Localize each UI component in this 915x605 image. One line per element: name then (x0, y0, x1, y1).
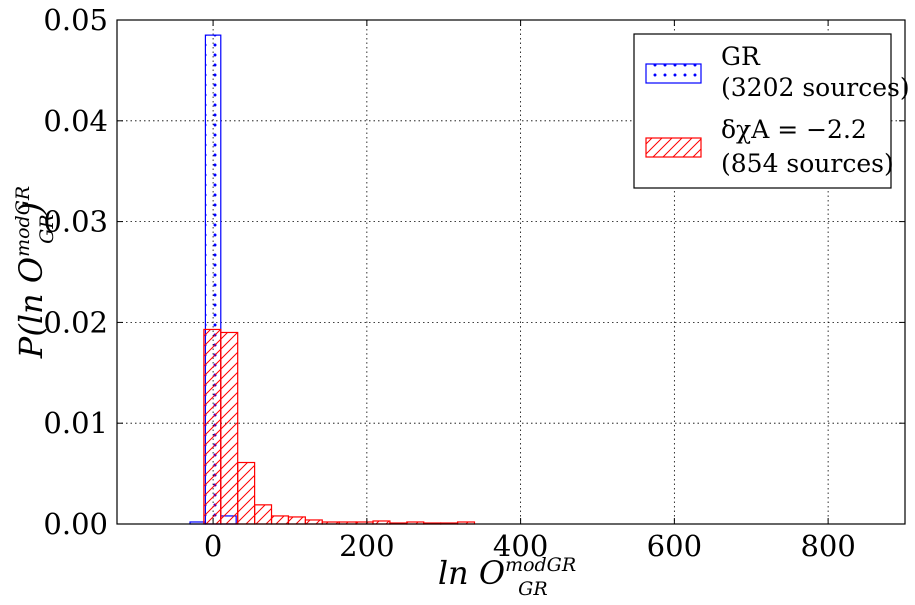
histogram-bar-series-1 (220, 331, 239, 525)
y-tick-label: 0.01 (43, 406, 108, 440)
y-tick-label: 0.00 (43, 507, 108, 541)
x-tick-label: 800 (800, 529, 855, 563)
legend-label-gr: GR (721, 42, 761, 71)
histogram-bar-series-1 (203, 328, 222, 525)
y-axis-label: P(ln OmodGR GR) (12, 186, 58, 359)
histogram-bar-series-1 (270, 515, 290, 525)
x-tick-label: 400 (493, 529, 548, 563)
legend-frame (633, 33, 892, 189)
legend-label-gr-count: (3202 sources) (721, 73, 910, 102)
histogram-bar-series-1 (237, 461, 256, 525)
x-tick-label: 200 (339, 529, 394, 563)
legend-label-modgr-count: (854 sources) (721, 149, 894, 178)
x-tick-label: 600 (647, 529, 702, 563)
y-tick-label: 0.03 (43, 205, 108, 239)
y-tick-label: 0.04 (43, 104, 108, 138)
legend-swatch-gr (645, 63, 702, 84)
histogram-bar-series-1 (304, 519, 323, 525)
legend: GR (3202 sources) δχA = −2.2 (854 source… (633, 33, 910, 189)
x-axis-label: ln OmodGR GR (438, 554, 576, 600)
legend-label-modgr: δχA = −2.2 (721, 115, 867, 144)
y-tick-label: 0.05 (43, 3, 108, 37)
x-tick-label: 0 (204, 529, 222, 563)
y-tick-label: 0.02 (43, 305, 108, 339)
histogram-bar-series-1 (287, 516, 306, 525)
histogram-bar-series-1 (254, 504, 273, 525)
legend-swatch-modgr (645, 137, 702, 158)
axis-ticks: 0 200 400 600 800 0.00 0.01 0.02 0.03 0.04 0.05 (43, 3, 905, 563)
histogram-bars (189, 34, 476, 525)
plot-frame (116, 19, 906, 525)
